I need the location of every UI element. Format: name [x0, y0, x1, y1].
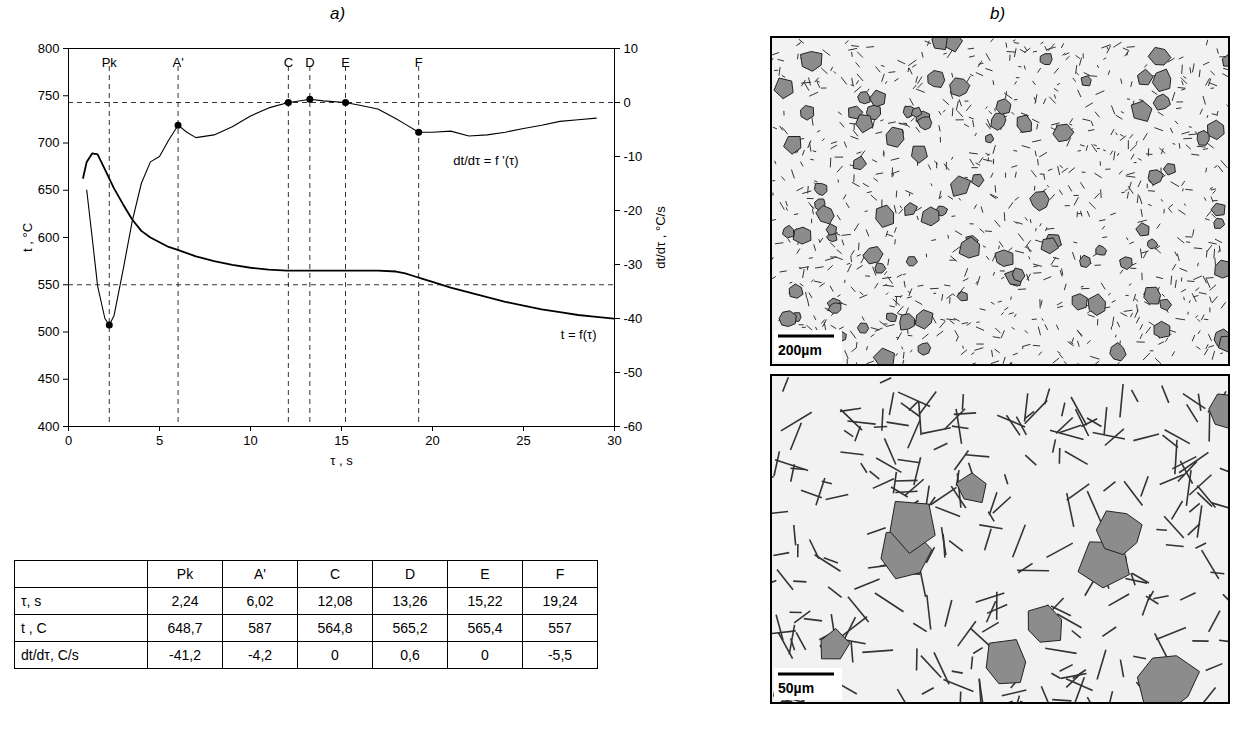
html-text:13,26: 13,26	[392, 593, 428, 609]
html-text:a): a)	[330, 4, 346, 23]
html-text:587: 587	[248, 620, 272, 636]
svg-text:25: 25	[516, 433, 530, 448]
html-text:-5,5: -5,5	[547, 647, 573, 663]
html-text:dt/dτ, C/s: dt/dτ, C/s	[21, 647, 79, 663]
svg-text:Pk: Pk	[102, 55, 118, 70]
svg-text:dt/dτ , °C/s: dt/dτ , °C/s	[653, 206, 668, 269]
html-text:E: E	[480, 566, 490, 582]
svg-text:800: 800	[38, 41, 60, 56]
svg-text:D: D	[305, 55, 314, 70]
html-text:t , C: t , C	[21, 620, 47, 636]
svg-text:-40: -40	[624, 311, 643, 326]
html-text:565,2: 565,2	[392, 620, 428, 636]
html-text:τ, s: τ, s	[21, 593, 42, 609]
html-text:b): b)	[990, 4, 1006, 23]
svg-text:10: 10	[624, 41, 638, 56]
html-text:19,24: 19,24	[542, 593, 578, 609]
html-text:6,02: 6,02	[246, 593, 274, 609]
svg-text:-20: -20	[624, 203, 643, 218]
html-text:2,24: 2,24	[171, 593, 199, 609]
svg-text:-30: -30	[624, 257, 643, 272]
svg-text:0: 0	[65, 433, 72, 448]
svg-text:-10: -10	[624, 149, 643, 164]
svg-text:600: 600	[38, 230, 60, 245]
html-text:-4,2: -4,2	[247, 647, 273, 663]
svg-text:C: C	[284, 55, 293, 70]
svg-text:10: 10	[243, 433, 257, 448]
svg-text:F: F	[415, 55, 423, 70]
html-text:564,8: 564,8	[317, 620, 353, 636]
svg-text:750: 750	[38, 88, 60, 103]
html-text:648,7: 648,7	[167, 620, 203, 636]
svg-text:650: 650	[38, 182, 60, 197]
svg-text:15: 15	[334, 433, 348, 448]
html-text:565,4: 565,4	[467, 620, 503, 636]
svg-text:550: 550	[38, 277, 60, 292]
svg-text:450: 450	[38, 371, 60, 386]
svg-text:30: 30	[607, 433, 621, 448]
svg-text:t = f(τ): t = f(τ)	[561, 327, 597, 342]
html-text:12,08: 12,08	[317, 593, 353, 609]
svg-text:t , °C: t , °C	[20, 223, 35, 252]
html-text:0: 0	[331, 647, 339, 663]
svg-text:200µm: 200µm	[778, 342, 822, 358]
html-text:D: D	[404, 566, 416, 582]
html-text:F: F	[555, 566, 565, 582]
svg-text:-50: -50	[624, 365, 643, 380]
svg-text:500: 500	[38, 324, 60, 339]
html-text:Pk: Pk	[176, 566, 194, 582]
svg-text:τ , s: τ , s	[330, 453, 353, 468]
svg-text:400: 400	[38, 419, 60, 434]
svg-text:5: 5	[156, 433, 163, 448]
html-text:15,22: 15,22	[467, 593, 503, 609]
html-text:557: 557	[548, 620, 572, 636]
html-text:A': A'	[254, 566, 266, 582]
svg-text:50µm: 50µm	[778, 680, 814, 696]
svg-text:A': A'	[172, 55, 183, 70]
svg-text:20: 20	[425, 433, 439, 448]
html-text:-41,2: -41,2	[169, 647, 201, 663]
svg-text:-60: -60	[624, 419, 643, 434]
svg-text:E: E	[341, 55, 350, 70]
svg-text:700: 700	[38, 135, 60, 150]
html-text:0,6: 0,6	[400, 647, 420, 663]
svg-text:dt/dτ = f '(τ): dt/dτ = f '(τ)	[453, 153, 518, 168]
html-text:C: C	[329, 566, 341, 582]
svg-text:0: 0	[624, 95, 631, 110]
html-text:0: 0	[481, 647, 489, 663]
